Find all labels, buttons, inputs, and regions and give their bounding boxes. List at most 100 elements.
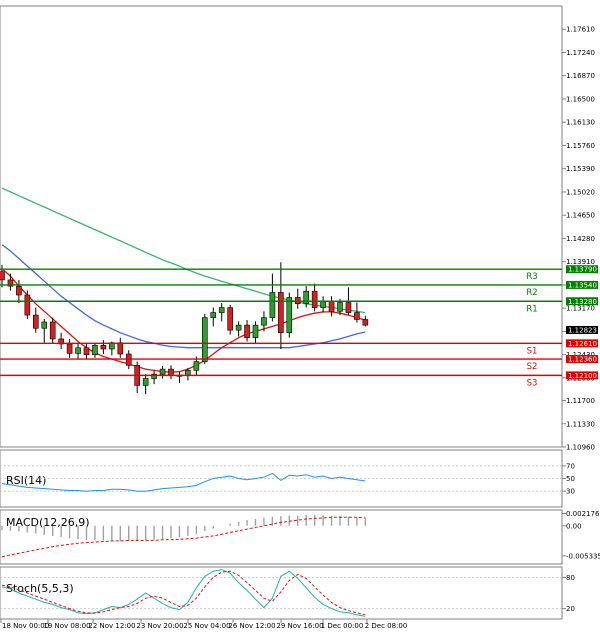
candle	[252, 321, 259, 343]
level-price-tag	[566, 371, 598, 380]
candle	[100, 340, 107, 355]
candle-body-up	[142, 378, 149, 386]
level-price-tag	[566, 355, 598, 364]
candle-body-up	[41, 321, 48, 329]
price-y-tick-label: 1.14280	[566, 235, 595, 243]
current-price-tag	[566, 325, 598, 334]
candle-body-down	[362, 319, 369, 326]
candle-body-down	[168, 368, 174, 376]
candle	[83, 342, 90, 360]
x-tick-label: 22 Nov 12:00	[88, 622, 135, 630]
macd-pane-border	[0, 509, 563, 565]
candle	[41, 318, 48, 343]
current-price-label: 1.12823	[568, 326, 597, 334]
price-y-tick-label: 1.13170	[566, 305, 595, 313]
rsi-y-tick-label: 70	[566, 462, 575, 470]
macd-y-tick-label: 0.00	[566, 522, 582, 530]
candle	[142, 374, 149, 395]
candle	[354, 302, 360, 323]
level-price-label: 1.12610	[568, 340, 597, 348]
price-y-tick-label: 1.17240	[566, 49, 595, 57]
macd-y-tick-label: 0.002176	[566, 510, 600, 518]
level-price-label: 1.13280	[568, 298, 597, 306]
candle	[7, 273, 14, 291]
candle	[210, 307, 217, 327]
x-tick-label: 1 Dec 00:00	[321, 622, 364, 630]
level-name-s3: S3	[527, 378, 538, 388]
candle-body-up	[159, 368, 166, 375]
ma-fast-line	[1, 268, 366, 373]
x-tick-label: 18 Nov 00:00	[2, 622, 49, 630]
rsi-line	[1, 472, 366, 492]
price-y-tick-label: 1.15760	[566, 142, 595, 150]
candle	[49, 317, 56, 344]
x-tick-label: 23 Nov 20:00	[136, 622, 183, 630]
candle-body-up	[235, 324, 242, 331]
candle-body-up	[337, 302, 343, 312]
candle-body-down	[244, 324, 250, 338]
candle-body-down	[7, 279, 14, 287]
candle	[24, 290, 31, 319]
candle	[159, 365, 166, 379]
candle	[151, 370, 157, 385]
candle-body-down	[345, 302, 352, 313]
candle-body-down	[227, 307, 233, 331]
price-y-tick-label: 1.15390	[566, 165, 595, 173]
price-y-tick-label: 1.16870	[566, 72, 595, 80]
stoch-y-tick-label: 80	[566, 574, 575, 582]
candle-body-down	[66, 343, 73, 354]
candle-body-down	[311, 290, 318, 308]
candle	[261, 311, 267, 332]
candle	[32, 307, 39, 333]
price-pane-border	[0, 5, 563, 448]
candle-body-up	[202, 317, 208, 362]
candle	[278, 262, 284, 349]
candle-body-up	[185, 370, 191, 376]
x-tick-label: 29 Nov 16:00	[276, 622, 323, 630]
price-y-tick-label: 1.14650	[566, 212, 595, 220]
candle	[286, 292, 293, 338]
level-name-r3: R3	[526, 272, 537, 282]
candle	[75, 343, 81, 360]
x-tick-label: 26 Nov 12:00	[228, 622, 275, 630]
x-tick-label: 2 Dec 08:00	[365, 622, 408, 630]
price-y-tick-label: 1.15020	[566, 188, 595, 196]
candle-body-down	[49, 321, 56, 340]
macd-signal-line	[1, 516, 366, 558]
stoch-d-line	[1, 570, 366, 616]
price-y-tick-label: 1.16130	[566, 119, 595, 127]
rsi-pane: RSI(14) 70 50 30	[0, 449, 575, 508]
candle-body-down	[117, 342, 124, 355]
candle	[218, 303, 225, 322]
price-y-tick-label: 1.10960	[566, 444, 595, 452]
rsi-y-tick-label: 50	[566, 475, 575, 483]
level-price-tag	[566, 280, 598, 289]
candle	[362, 315, 369, 327]
candle	[269, 273, 276, 322]
level-name-r2: R2	[526, 288, 537, 298]
candle-body-up	[261, 317, 267, 326]
price-pane: 1.17610 1.17240 1.16870 1.16500 1.16130 1.157…	[0, 5, 598, 452]
candle-body-down	[328, 300, 335, 312]
candle	[303, 286, 310, 308]
price-y-tick-label: 1.16500	[566, 95, 595, 103]
candle	[16, 279, 22, 304]
level-price-tag	[566, 339, 598, 348]
candle-body-up	[151, 373, 157, 379]
candle-body-down	[83, 347, 90, 355]
candle-body-down	[278, 292, 284, 333]
level-name-s1: S1	[527, 346, 538, 356]
price-y-tick-label: 1.13910	[566, 258, 595, 266]
candle	[202, 313, 208, 365]
x-tick-label: 19 Nov 08:00	[43, 622, 90, 630]
level-price-label: 1.12360	[568, 356, 597, 364]
price-y-tick-label: 1.11330	[566, 420, 595, 428]
level-price-label: 1.13540	[568, 281, 597, 289]
price-y-tick-label: 1.17610	[566, 26, 595, 34]
candle	[92, 342, 98, 358]
